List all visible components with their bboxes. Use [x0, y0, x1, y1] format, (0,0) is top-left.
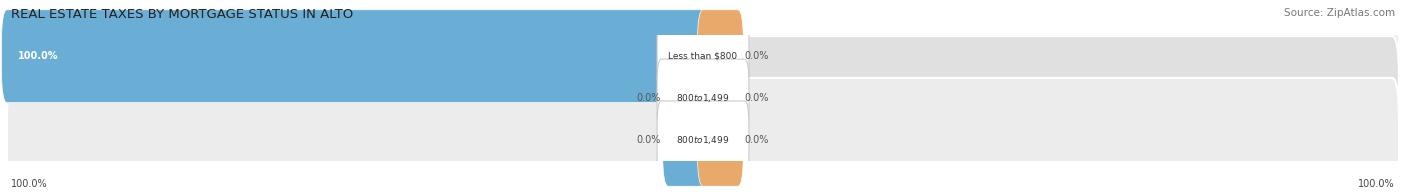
FancyBboxPatch shape: [697, 52, 744, 144]
FancyBboxPatch shape: [697, 93, 744, 186]
Text: 100.0%: 100.0%: [11, 179, 48, 189]
Text: Source: ZipAtlas.com: Source: ZipAtlas.com: [1284, 8, 1395, 18]
Text: 0.0%: 0.0%: [745, 51, 769, 61]
FancyBboxPatch shape: [657, 101, 749, 179]
Text: $800 to $1,499: $800 to $1,499: [676, 92, 730, 104]
Text: Less than $800: Less than $800: [668, 52, 738, 61]
Text: 0.0%: 0.0%: [745, 135, 769, 145]
Text: 100.0%: 100.0%: [17, 51, 58, 61]
Text: 0.0%: 0.0%: [637, 93, 661, 103]
Text: 100.0%: 100.0%: [1358, 179, 1395, 189]
FancyBboxPatch shape: [657, 59, 749, 137]
FancyBboxPatch shape: [697, 10, 744, 103]
FancyBboxPatch shape: [7, 78, 1399, 196]
FancyBboxPatch shape: [662, 93, 709, 186]
Text: $800 to $1,499: $800 to $1,499: [676, 134, 730, 146]
Text: REAL ESTATE TAXES BY MORTGAGE STATUS IN ALTO: REAL ESTATE TAXES BY MORTGAGE STATUS IN …: [11, 8, 353, 21]
FancyBboxPatch shape: [662, 52, 709, 144]
FancyBboxPatch shape: [7, 0, 1399, 118]
FancyBboxPatch shape: [7, 36, 1399, 160]
FancyBboxPatch shape: [657, 17, 749, 95]
Text: 0.0%: 0.0%: [637, 135, 661, 145]
Text: 0.0%: 0.0%: [745, 93, 769, 103]
FancyBboxPatch shape: [1, 10, 709, 103]
